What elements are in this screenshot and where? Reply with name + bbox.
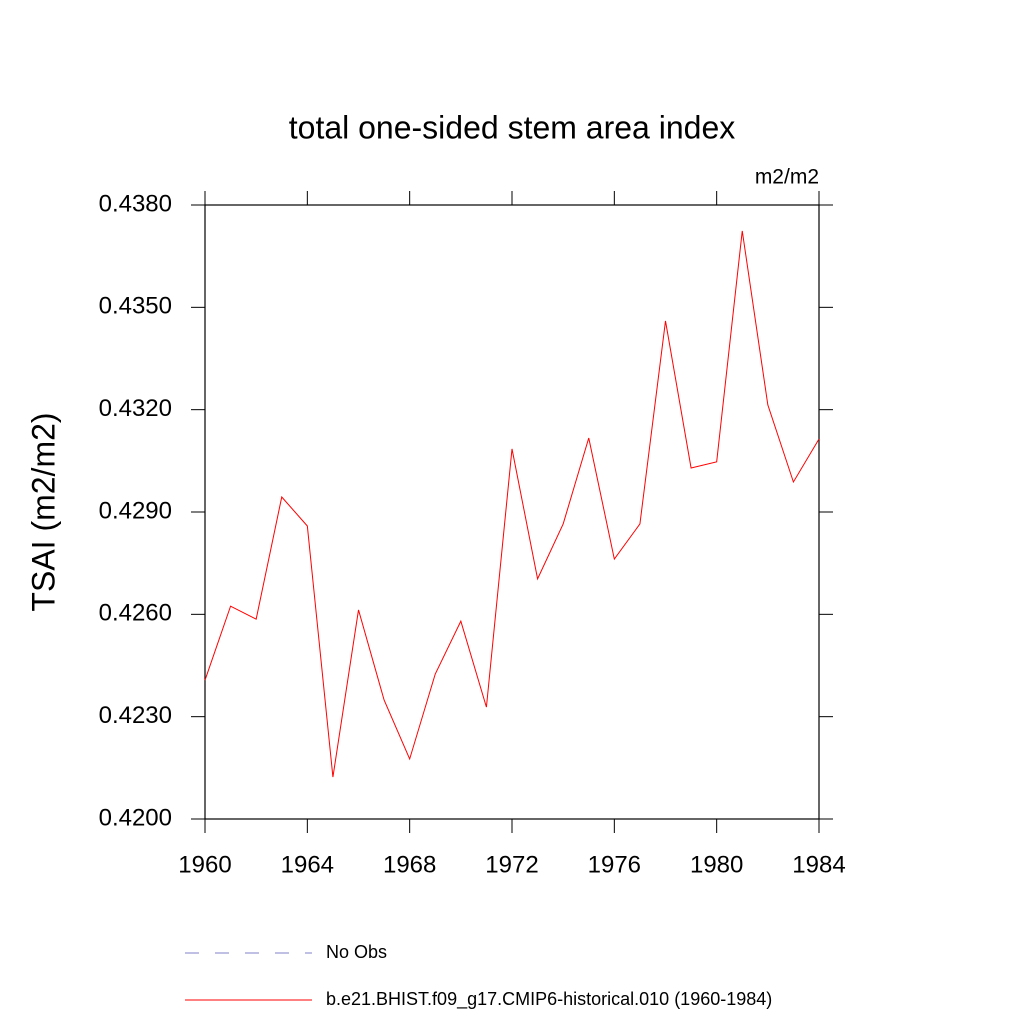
legend-label: b.e21.BHIST.f09_g17.CMIP6-historical.010…: [326, 989, 772, 1010]
y-tick-label: 0.4350: [99, 293, 172, 320]
y-tick-label: 0.4380: [99, 190, 172, 217]
x-tick-label: 1984: [792, 851, 845, 878]
chart-title: total one-sided stem area index: [289, 109, 735, 145]
y-axis-label: TSAI (m2/m2): [25, 412, 61, 611]
x-tick-label: 1964: [281, 851, 334, 878]
x-tick-label: 1972: [485, 851, 538, 878]
plot-frame: [204, 204, 820, 820]
y-tick-label: 0.4290: [99, 497, 172, 524]
x-tick-label: 1980: [690, 851, 743, 878]
y-tick-label: 0.4200: [99, 804, 172, 831]
x-tick-label: 1960: [178, 851, 231, 878]
y-tick-label: 0.4260: [99, 600, 172, 627]
x-tick-label: 1976: [588, 851, 641, 878]
legend-label: No Obs: [326, 942, 387, 962]
x-tick-label: 1968: [383, 851, 436, 878]
series-line: [204, 230, 820, 778]
units-label: m2/m2: [755, 166, 819, 189]
y-tick-label: 0.4230: [99, 702, 172, 729]
y-tick-label: 0.4320: [99, 395, 172, 422]
